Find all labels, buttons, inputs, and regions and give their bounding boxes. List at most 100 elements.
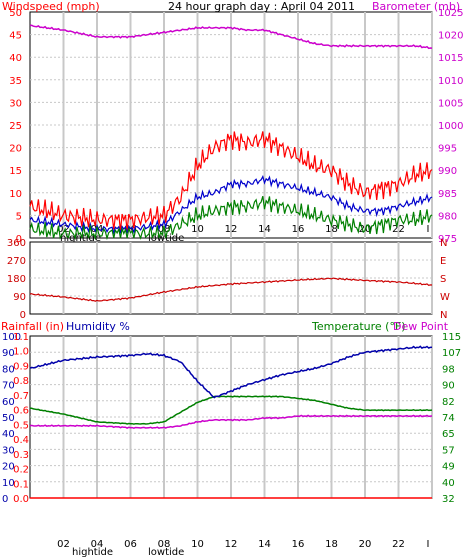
temperature-axis-label: Temperature (°F) (311, 320, 406, 333)
temperature-tick: 32 (442, 494, 455, 505)
windspeed-tick: 40 (9, 53, 22, 64)
rainfall-tick: 0.2 (13, 465, 29, 476)
barometer-tick: 985 (438, 189, 457, 200)
temperature-line (29, 395, 433, 425)
rainfall-tick: 1.1 (13, 332, 29, 343)
rainfall-tick: 0.4 (13, 435, 29, 446)
rainfall-tick: 1.0 (13, 347, 29, 358)
temperature-tick: 57 (442, 445, 455, 456)
compass-tick: W (440, 292, 450, 303)
barometer-tick: 980 (438, 211, 457, 222)
x-tick-label: I (427, 224, 430, 235)
x-tick-label: 14 (258, 539, 271, 550)
humidity-tick: 30 (2, 445, 15, 456)
gust-line (29, 131, 433, 232)
humidity-tick: 0 (2, 494, 8, 505)
rainfall-tick: 0.3 (13, 450, 29, 461)
x-tick-label: 16 (292, 539, 305, 550)
x-tick-label: 02 (57, 539, 70, 550)
barometer-tick: 975 (438, 234, 457, 245)
temperature-tick: 115 (442, 332, 461, 343)
rainfall-ticks: 0.0 0.1 0.2 0.3 0.4 0.5 0.6 0.7 0.8 0.9 1.0 1.1 (13, 332, 29, 505)
temperature-tick: 90 (442, 381, 455, 392)
x-tick-label: 18 (325, 224, 338, 235)
temperature-tick: 65 (442, 429, 455, 440)
rainfall-tick: 0.9 (13, 361, 29, 372)
hightide-label-1: hightide (60, 233, 101, 244)
rainfall-tick: 0.1 (13, 479, 29, 490)
windspeed-tick: 15 (9, 166, 22, 177)
barometer-axis-label: Barometer (mb) (372, 0, 460, 13)
barometer-tick: 1010 (438, 76, 463, 87)
degree-tick: 90 (13, 292, 26, 303)
barometer-ticks: 975 980 985 990 995 1000 1005 1010 1015 1020 1025 (438, 8, 463, 245)
hightide-label-2: hightide (72, 547, 113, 558)
x-tick-label: 12 (225, 539, 238, 550)
barometer-tick: 995 (438, 144, 457, 155)
degree-tick: 180 (7, 274, 26, 285)
x-tick-label: 14 (258, 224, 271, 235)
wind-direction-line (29, 277, 433, 302)
x-tick-label: 18 (325, 539, 338, 550)
x-tick-label: 16 (292, 224, 305, 235)
barometer-tick: 1015 (438, 53, 463, 64)
x-tick-label: 12 (225, 224, 238, 235)
avg-wind-line (29, 174, 433, 235)
rainfall-axis-label: Rainfall (in) (1, 320, 64, 333)
x-tick-label: 22 (392, 224, 405, 235)
x-tick-label: 06 (124, 539, 137, 550)
x-tick-label: 08 (158, 539, 171, 550)
temperature-tick: 40 (442, 478, 455, 489)
barometer-tick: 1020 (438, 31, 463, 42)
compass-tick: N (440, 238, 447, 249)
wind-panel-grid (30, 12, 433, 238)
humidity-line (29, 345, 433, 399)
windspeed-tick: 0 (16, 234, 22, 245)
humidity-x-ticks: 02 04 06 08 10 12 14 16 18 20 22 I (57, 539, 429, 550)
humidity-ticks: 0 10 20 30 40 50 60 70 80 90 100 (2, 332, 21, 505)
degree-tick: 0 (20, 310, 26, 321)
x-tick-label: 02 (57, 224, 70, 235)
compass-tick: N (440, 310, 447, 321)
rainfall-tick: 0.7 (13, 391, 29, 402)
humidity-tick: 10 (2, 478, 15, 489)
x-tick-label: 10 (191, 539, 204, 550)
windspeed-tick: 35 (9, 76, 22, 87)
humidity-tick: 70 (2, 381, 15, 392)
lowtide-label-2: lowtide (148, 547, 184, 558)
x-tick-label: I (427, 539, 430, 550)
temperature-tick: 74 (442, 413, 455, 424)
humidity-tick: 80 (2, 364, 15, 375)
x-tick-label: 22 (392, 539, 405, 550)
windspeed-tick: 20 (9, 144, 22, 155)
lowtide-label-1: lowtide (148, 233, 184, 244)
direction-panel-grid (30, 242, 433, 314)
windspeed-axis-label: Windspeed (mph) (2, 0, 100, 13)
barometer-tick: 990 (438, 166, 457, 177)
temperature-tick: 49 (442, 462, 455, 473)
barometer-tick: 1005 (438, 98, 463, 109)
humidity-tick: 20 (2, 462, 15, 473)
compass-tick: S (440, 274, 446, 285)
low-wind-line (29, 196, 433, 241)
humidity-tick: 50 (2, 413, 15, 424)
rainfall-tick: 0.5 (13, 420, 29, 431)
degree-tick: 360 (7, 238, 26, 249)
temperature-ticks: 32 40 49 57 65 74 82 90 98 107 115 (442, 332, 461, 505)
dewpoint-line (29, 414, 433, 430)
humidity-tick: 40 (2, 429, 15, 440)
rainfall-tick: 0.0 (13, 494, 29, 505)
humidity-tick: 100 (2, 332, 21, 343)
windspeed-tick: 10 (9, 189, 22, 200)
temperature-tick: 82 (442, 397, 455, 408)
barometer-line (29, 24, 433, 50)
rainfall-tick: 0.6 (13, 406, 29, 417)
windspeed-tick: 45 (9, 31, 22, 42)
barometer-tick: 1025 (438, 8, 463, 19)
barometer-tick: 1000 (438, 121, 463, 132)
windspeed-tick: 5 (16, 211, 22, 222)
x-tick-label: 10 (191, 224, 204, 235)
rainfall-tick: 0.8 (13, 376, 29, 387)
